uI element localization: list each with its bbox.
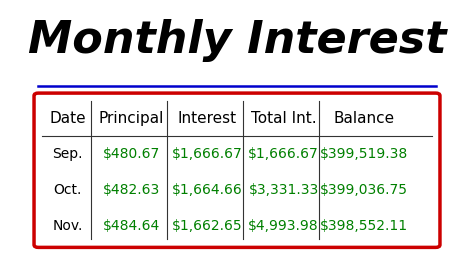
Text: $1,662.65: $1,662.65 — [172, 219, 243, 233]
Text: Date: Date — [50, 111, 86, 126]
Text: $482.63: $482.63 — [103, 183, 160, 197]
Text: Interest: Interest — [178, 111, 237, 126]
Text: Principal: Principal — [99, 111, 164, 126]
Text: $1,664.66: $1,664.66 — [172, 183, 243, 197]
Text: $484.64: $484.64 — [103, 219, 160, 233]
Text: $480.67: $480.67 — [103, 147, 160, 161]
Text: $1,666.67: $1,666.67 — [172, 147, 243, 161]
Text: $399,036.75: $399,036.75 — [320, 183, 408, 197]
Text: Monthly Interest: Monthly Interest — [28, 19, 446, 62]
Text: Oct.: Oct. — [54, 183, 82, 197]
Text: Total Int.: Total Int. — [251, 111, 316, 126]
Text: $4,993.98: $4,993.98 — [248, 219, 319, 233]
Text: $399,519.38: $399,519.38 — [320, 147, 408, 161]
FancyBboxPatch shape — [34, 93, 440, 247]
Text: $398,552.11: $398,552.11 — [320, 219, 408, 233]
Text: Sep.: Sep. — [53, 147, 83, 161]
Text: Balance: Balance — [333, 111, 394, 126]
Text: Nov.: Nov. — [53, 219, 83, 233]
Text: $3,331.33: $3,331.33 — [248, 183, 319, 197]
Text: $1,666.67: $1,666.67 — [248, 147, 319, 161]
